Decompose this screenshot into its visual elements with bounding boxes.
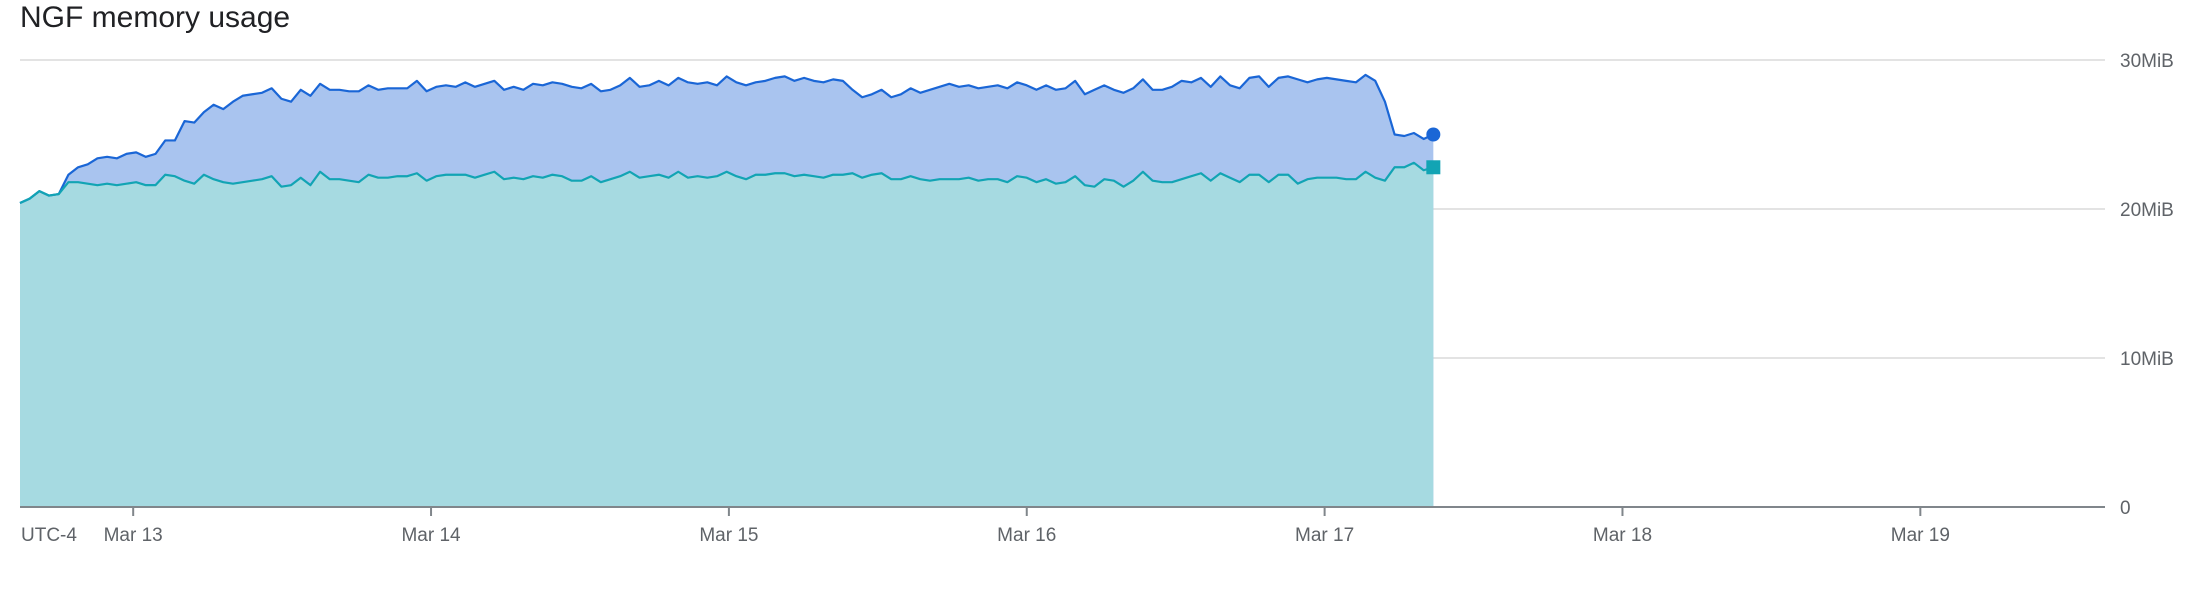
- series-2-area: [20, 162, 1434, 507]
- timezone-label: UTC-4: [21, 525, 77, 546]
- y-tick-label: 20MiB: [2120, 200, 2174, 221]
- x-tick-label: Mar 13: [104, 525, 163, 546]
- marker-layer: [1426, 127, 1441, 175]
- y-tick-label: 0: [2120, 498, 2131, 519]
- x-tick-label: Mar 18: [1593, 525, 1652, 546]
- x-tick-label: Mar 14: [401, 525, 461, 546]
- x-tick-label: Mar 15: [699, 525, 758, 546]
- line-layer: [19, 73, 1434, 205]
- chart-title: NGF memory usage: [20, 1, 291, 34]
- series-1-line: [19, 73, 1434, 205]
- y-tick-label: 30MiB: [2120, 51, 2174, 72]
- x-tick-label: Mar 17: [1295, 525, 1354, 546]
- axis-layer: 0 10MiB 20MiB 30MiB Mar 13 Mar 14 Mar 15 Mar 16…: [20, 51, 2174, 546]
- series-1-end-marker: [1426, 127, 1441, 142]
- series-2-line: [19, 161, 1434, 205]
- series-2-end-marker: [1426, 160, 1441, 175]
- y-tick-label: 10MiB: [2120, 349, 2174, 370]
- x-tick-label: Mar 19: [1891, 525, 1950, 546]
- area-layer: [20, 74, 1434, 508]
- x-tick-label: Mar 16: [997, 525, 1056, 546]
